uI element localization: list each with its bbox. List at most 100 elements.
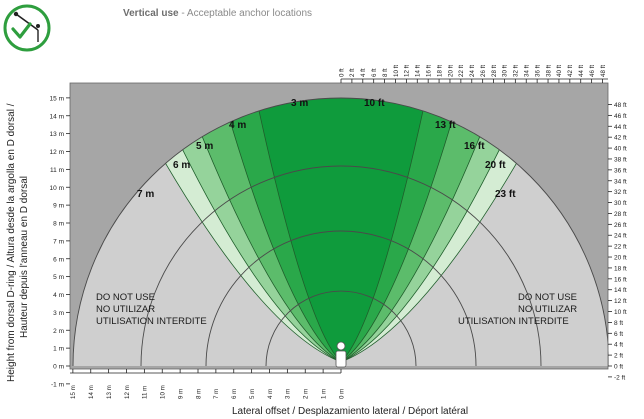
right-tick-label: 40 ft [614,146,627,153]
bottom-tick-label: 7 m [213,389,220,399]
bottom-tick-label: 3 m [285,389,292,399]
x-axis-label: Lateral offset / Desplazamiento lateral … [232,406,468,417]
top-tick-label: 2 ft [349,68,356,77]
left-tick-label: 14 m [50,113,64,120]
radius-arc-0 [72,97,608,367]
left-tick-label: 13 m [50,131,64,138]
bottom-tick-label: 14 m [88,385,95,399]
page-title-rest: - Acceptable anchor locations [178,8,313,19]
bottom-tick-label: 6 m [231,389,238,399]
do-not-use-region [70,83,609,369]
top-tick-label: 0 ft [338,68,345,77]
right-tick-label: 32 ft [614,189,627,196]
top-tick-label: 34 ft [524,65,531,77]
bottom-tick-label: 13 m [106,385,113,399]
right-tick-label: 36 ft [614,167,627,174]
right-tick-label: 10 ft [614,309,627,316]
tick-marks: 15 m 14 m 13 m 12 m 11 m 10 m 9 m 8 m 7 m 6 m 5 m 4… [50,65,627,399]
left-tick-label: 10 m [50,185,64,192]
right-tick-label: 2 ft [614,353,623,360]
person-figure [335,341,347,368]
top-tick-label: 42 ft [567,65,574,77]
left-tick-label: 2 m [53,328,64,335]
right-tick-label: 42 ft [614,135,627,142]
left-tick-label: 5 m [53,274,64,281]
left-tick-label: 6 m [53,256,64,263]
right-tick-label: 0 ft [614,364,623,371]
top-tick-label: 26 ft [480,65,487,77]
bottom-tick-label: 11 m [142,386,149,399]
top-tick-label: 8 ft [382,68,389,77]
right-tick-label: 46 ft [614,113,627,120]
left-tick-label: 7 m [53,238,64,245]
radius-arc-1 [140,165,542,367]
axis-frame [69,82,609,370]
zone-label-23ft: 23 ft [495,189,516,200]
checkmark-anchor-icon [3,4,51,52]
do-not-use-left-1: DO NOT USE [96,292,155,303]
right-tick-label: 30 ft [614,200,627,207]
top-tick-label: 32 ft [513,65,520,77]
left-tick-label: 9 m [53,203,64,210]
right-tick-label: 20 ft [614,255,627,262]
radius-arcs [72,97,608,367]
page-title-bold: Vertical use [123,8,179,19]
do-not-use-right-3: UTILISATION INTERDITE [458,316,569,327]
bottom-tick-label: 0 m [338,389,345,399]
right-tick-label: 22 ft [614,244,627,251]
right-tick-label: 12 ft [614,298,627,305]
top-tick-label: 46 ft [589,65,596,77]
zone-label-20ft: 20 ft [485,160,506,171]
left-tick-label: 11 m [50,167,64,174]
left-tick-label: 12 m [50,149,64,156]
top-tick-label: 6 ft [371,68,378,77]
top-tick-label: 36 ft [534,65,541,77]
do-not-use-right-2: NO UTILIZAR [518,304,577,315]
left-tick-label: 3 m [53,310,64,317]
top-tick-label: 38 ft [545,65,552,77]
right-tick-label: 44 ft [614,124,627,131]
top-tick-label: 44 ft [578,65,585,77]
top-tick-label: 12 ft [404,65,411,77]
left-tick-label: 8 m [53,221,64,228]
right-tick-label: 26 ft [614,222,627,229]
right-tick-label: 28 ft [614,211,627,218]
left-tick-label: -1 m [51,381,64,388]
bottom-tick-label: 8 m [195,389,202,399]
right-tick-label: 14 ft [614,287,627,294]
top-tick-label: 10 ft [393,65,400,77]
right-tick-label: 16 ft [614,276,627,283]
page-title: Vertical use - Acceptable anchor locatio… [123,8,312,19]
radius-arc-3 [265,290,417,367]
top-tick-label: 22 ft [458,65,465,77]
zone-label-7m: 7 m [137,189,154,200]
bottom-tick-label: 15 m [70,385,77,399]
left-tick-label: 4 m [53,292,64,299]
top-tick-label: 18 ft [436,65,443,77]
do-not-use-left-3: UTILISATION INTERDITE [96,316,207,327]
top-tick-label: 14 ft [415,65,422,77]
right-tick-label: 24 ft [614,233,627,240]
right-tick-label: -2 ft [614,374,625,381]
zone-label-6m: 6 m [173,160,190,171]
right-tick-label: 18 ft [614,265,627,272]
bottom-tick-label: 10 m [160,385,167,399]
left-tick-label: 0 m [53,364,64,371]
bottom-tick-label: 1 m [320,389,327,399]
top-tick-label: 24 ft [469,65,476,77]
right-tick-label: 48 ft [614,102,627,109]
bottom-tick-label: 4 m [267,389,274,399]
left-tick-label: 15 m [50,95,64,102]
right-tick-label: 6 ft [614,331,623,338]
zone-label-13ft: 13 ft [435,120,456,131]
bottom-tick-label: 5 m [249,389,256,399]
do-not-use-right-1: DO NOT USE [518,292,577,303]
right-tick-label: 8 ft [614,320,623,327]
radius-arc-2 [205,230,477,367]
y-axis-label-line1: Height from dorsal D-ring / Altura desde… [6,103,17,382]
y-axis-label-line2: Hauteur depuis l'anneau en D dorsal [19,176,30,338]
top-tick-label: 4 ft [360,68,367,77]
right-tick-label: 34 ft [614,178,627,185]
top-tick-label: 16 ft [425,65,432,77]
